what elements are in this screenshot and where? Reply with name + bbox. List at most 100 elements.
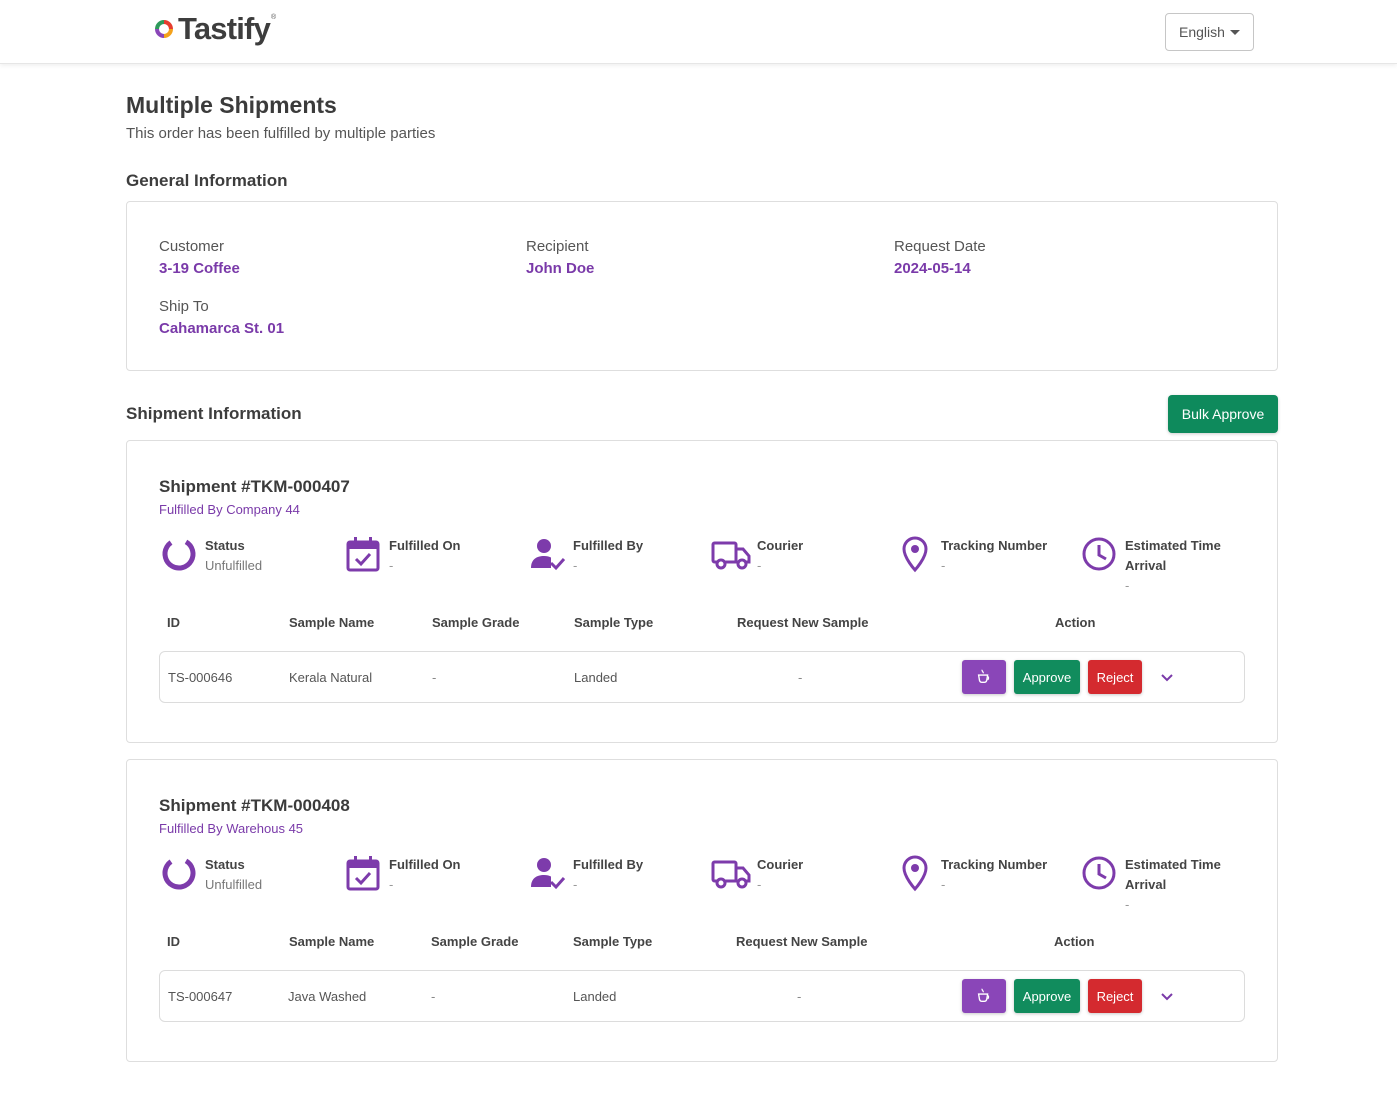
calendar-check-icon — [343, 853, 383, 893]
status-ring-icon — [159, 853, 199, 893]
fulfilled-on-field: Fulfilled On - — [343, 534, 461, 576]
chevron-down-icon[interactable] — [1158, 668, 1176, 686]
cell-request-new-sample: - — [798, 670, 803, 685]
eta-value: - — [1125, 578, 1130, 593]
eta-field: Estimated Time Arrival - — [1079, 853, 1221, 915]
shipment-card: Shipment #TKM-000408 Fulfilled By Wareho… — [126, 759, 1278, 1062]
fulfilled-on-value: - — [389, 877, 394, 892]
cell-sample-name: Kerala Natural — [289, 670, 373, 685]
shipment-information-heading: Shipment Information — [126, 404, 302, 423]
column-header-sample-type: Sample Type — [574, 615, 654, 630]
clock-icon — [1079, 534, 1119, 574]
fulfilled-by-field: Fulfilled By - — [527, 853, 643, 895]
approve-button[interactable]: Approve — [1014, 979, 1080, 1013]
cell-sample-type: Landed — [574, 670, 618, 685]
fulfilled-by-value: - — [573, 877, 578, 892]
eta-field: Estimated Time Arrival - — [1079, 534, 1221, 596]
column-header-id: ID — [167, 615, 180, 630]
column-header-sample-name: Sample Name — [289, 615, 375, 630]
tracking-number-field: Tracking Number - — [895, 534, 1047, 576]
courier-field: Courier - — [711, 853, 803, 895]
brand-name: Tastify — [178, 11, 271, 46]
table-row: TS-000647 Java Washed - Landed - Approve… — [159, 970, 1245, 1022]
cupping-button[interactable] — [962, 979, 1006, 1013]
shipment-title: Shipment #TKM-000407 — [159, 477, 350, 496]
courier-label: Courier — [757, 538, 804, 553]
fulfilled-on-field: Fulfilled On - — [343, 853, 461, 895]
fulfilled-on-label: Fulfilled On — [389, 538, 461, 553]
reject-button[interactable]: Reject — [1088, 979, 1142, 1013]
ship-to-label: Ship To — [159, 298, 209, 315]
cell-request-new-sample: - — [797, 989, 802, 1004]
column-header-request-new-sample: Request New Sample — [736, 934, 868, 949]
recipient-value: John Doe — [526, 260, 595, 277]
cell-sample-grade: - — [432, 670, 437, 685]
ship-to-value: Cahamarca St. 01 — [159, 320, 285, 337]
brand-logo[interactable]: Tastify ® — [152, 11, 276, 47]
page-subtitle: This order has been fulfilled by multipl… — [126, 125, 436, 142]
language-select-value: English — [1179, 24, 1225, 40]
fulfilled-by-label: Fulfilled By — [573, 857, 644, 872]
customer-value: 3-19 Coffee — [159, 260, 240, 277]
fulfilled-on-value: - — [389, 558, 394, 573]
status-value: Unfulfilled — [205, 877, 263, 892]
page-title: Multiple Shipments — [126, 92, 337, 118]
chevron-down-icon[interactable] — [1158, 987, 1176, 1005]
map-pin-icon — [895, 853, 935, 893]
general-information-card: Customer 3-19 Coffee Recipient John Doe … — [126, 201, 1278, 371]
courier-label: Courier — [757, 857, 804, 872]
cell-id: TS-000647 — [168, 989, 233, 1004]
eta-label-line1: Estimated Time — [1125, 857, 1221, 872]
shipment-title: Shipment #TKM-000408 — [159, 796, 350, 815]
user-check-icon — [527, 534, 567, 574]
tracking-number-field: Tracking Number - — [895, 853, 1047, 895]
reject-button[interactable]: Reject — [1088, 660, 1142, 694]
column-header-sample-name: Sample Name — [289, 934, 375, 949]
general-information-heading: General Information — [126, 171, 288, 190]
map-pin-icon — [895, 534, 935, 574]
status-ring-icon — [159, 534, 199, 574]
request-date-label: Request Date — [894, 238, 986, 255]
coffee-cup-icon — [975, 667, 993, 688]
cupping-button[interactable] — [962, 660, 1006, 694]
cell-sample-name: Java Washed — [288, 989, 367, 1004]
request-date-value: 2024-05-14 — [894, 260, 971, 277]
language-select[interactable]: English — [1165, 13, 1254, 51]
coffee-cup-icon — [975, 986, 993, 1007]
fulfilled-on-label: Fulfilled On — [389, 857, 461, 872]
column-header-sample-type: Sample Type — [573, 934, 653, 949]
fulfilled-by-field: Fulfilled By - — [527, 534, 643, 576]
approve-button[interactable]: Approve — [1014, 660, 1080, 694]
courier-value: - — [757, 877, 762, 892]
recipient-label: Recipient — [526, 238, 589, 255]
status-label: Status — [205, 857, 245, 872]
tastify-logo-icon — [152, 17, 176, 41]
status-label: Status — [205, 538, 245, 553]
courier-field: Courier - — [711, 534, 803, 576]
shipment-fulfilled-by-line: Fulfilled By Warehous 45 — [159, 821, 304, 836]
shipment-card: Shipment #TKM-000407 Fulfilled By Compan… — [126, 440, 1278, 743]
status-field: Status Unfulfilled — [159, 534, 262, 576]
status-field: Status Unfulfilled — [159, 853, 262, 895]
shipment-fulfilled-by-line: Fulfilled By Company 44 — [159, 502, 300, 517]
fulfilled-by-value: - — [573, 558, 578, 573]
truck-icon — [711, 534, 751, 574]
column-header-action: Action — [1054, 934, 1095, 949]
column-header-action: Action — [1055, 615, 1096, 630]
eta-value: - — [1125, 897, 1130, 912]
cell-id: TS-000646 — [168, 670, 233, 685]
tracking-number-label: Tracking Number — [941, 857, 1048, 872]
column-header-id: ID — [167, 934, 180, 949]
bulk-approve-button[interactable]: Bulk Approve — [1168, 395, 1278, 433]
courier-value: - — [757, 558, 762, 573]
column-header-sample-grade: Sample Grade — [431, 934, 519, 949]
customer-label: Customer — [159, 238, 225, 255]
registered-mark: ® — [271, 13, 277, 21]
eta-label-line2: Arrival — [1125, 558, 1167, 573]
table-row: TS-000646 Kerala Natural - Landed - Appr… — [159, 651, 1245, 703]
cell-sample-grade: - — [431, 989, 436, 1004]
column-header-request-new-sample: Request New Sample — [737, 615, 869, 630]
tracking-number-value: - — [941, 558, 946, 573]
cell-sample-type: Landed — [573, 989, 617, 1004]
status-value: Unfulfilled — [205, 558, 263, 573]
